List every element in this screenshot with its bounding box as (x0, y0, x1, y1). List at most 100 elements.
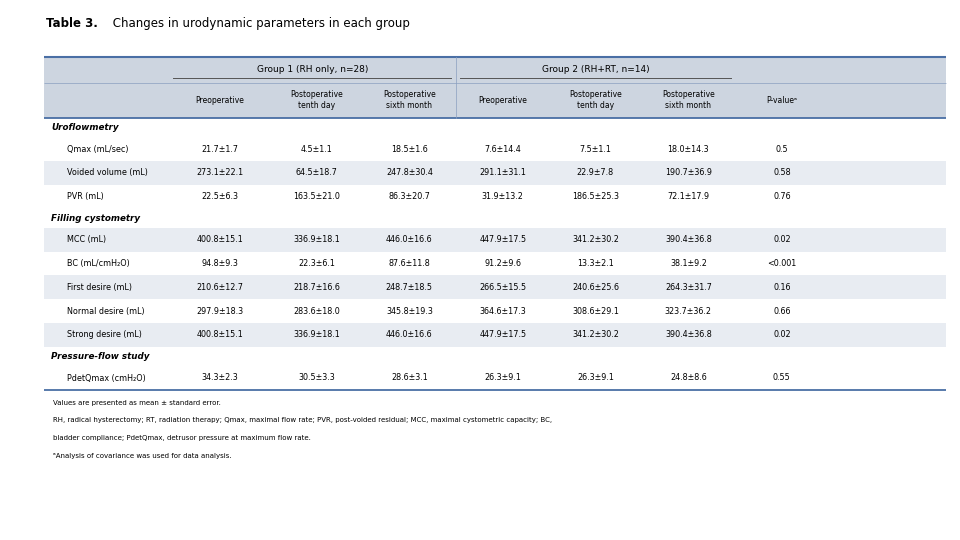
Bar (44, 252, 947, 275)
Text: 240.6±25.6: 240.6±25.6 (572, 283, 619, 292)
Text: 308.6±29.1: 308.6±29.1 (572, 307, 619, 315)
Text: <0.001: <0.001 (767, 259, 797, 268)
Text: Preoperative: Preoperative (478, 96, 527, 105)
Text: 13.3±2.1: 13.3±2.1 (577, 259, 613, 268)
Text: 30.5±3.3: 30.5±3.3 (299, 374, 335, 382)
Text: Strong desire (mL): Strong desire (mL) (67, 330, 142, 339)
Text: 0.02: 0.02 (773, 235, 791, 244)
Bar (44, 299, 947, 323)
Text: 0.66: 0.66 (773, 307, 791, 315)
Text: 4.5±1.1: 4.5±1.1 (300, 145, 333, 153)
Text: 364.6±17.3: 364.6±17.3 (479, 307, 526, 315)
Text: 264.3±31.7: 264.3±31.7 (665, 283, 711, 292)
Text: Table 3.: Table 3. (46, 17, 98, 30)
Text: 18.0±14.3: 18.0±14.3 (667, 145, 709, 153)
Bar (44, 366, 947, 390)
Text: 64.5±18.7: 64.5±18.7 (296, 168, 338, 177)
Text: Preoperative: Preoperative (195, 96, 244, 105)
Text: 447.9±17.5: 447.9±17.5 (479, 235, 526, 244)
Text: Pressure-flow study: Pressure-flow study (51, 352, 150, 361)
Bar (44, 185, 947, 208)
Text: 186.5±25.3: 186.5±25.3 (572, 192, 619, 201)
Text: 24.8±8.6: 24.8±8.6 (670, 374, 707, 382)
Text: 7.5±1.1: 7.5±1.1 (580, 145, 612, 153)
Text: 22.9±7.8: 22.9±7.8 (577, 168, 614, 177)
Text: 0.55: 0.55 (773, 374, 791, 382)
Text: 38.1±9.2: 38.1±9.2 (670, 259, 707, 268)
Text: Group 1 (RH only, n=28): Group 1 (RH only, n=28) (256, 65, 368, 74)
Text: 341.2±30.2: 341.2±30.2 (572, 330, 619, 339)
Text: 336.9±18.1: 336.9±18.1 (294, 330, 340, 339)
Text: 390.4±36.8: 390.4±36.8 (665, 235, 711, 244)
Text: 87.6±11.8: 87.6±11.8 (389, 259, 430, 268)
Text: Normal desire (mL): Normal desire (mL) (67, 307, 145, 315)
Text: 447.9±17.5: 447.9±17.5 (479, 330, 526, 339)
Text: Filling cystometry: Filling cystometry (51, 214, 140, 222)
Text: 400.8±15.1: 400.8±15.1 (196, 330, 243, 339)
Text: Qmax (mL/sec): Qmax (mL/sec) (67, 145, 129, 153)
Text: 0.58: 0.58 (773, 168, 791, 177)
Bar (44, 208, 947, 228)
Text: PVR (mL): PVR (mL) (67, 192, 104, 201)
Text: Postoperative
sixth month: Postoperative sixth month (383, 90, 436, 110)
Text: 345.8±19.3: 345.8±19.3 (386, 307, 433, 315)
Text: 297.9±18.3: 297.9±18.3 (196, 307, 243, 315)
Bar (44, 137, 947, 161)
Text: 446.0±16.6: 446.0±16.6 (386, 330, 433, 339)
Bar (44, 228, 947, 252)
Bar (44, 83, 947, 118)
Text: 7.6±14.4: 7.6±14.4 (485, 145, 521, 153)
Text: 400.8±15.1: 400.8±15.1 (196, 235, 243, 244)
Text: First desire (mL): First desire (mL) (67, 283, 132, 292)
Text: 31.9±13.2: 31.9±13.2 (482, 192, 524, 201)
Bar (44, 161, 947, 185)
Text: International Neurourology Journal 2012;16:91–95: International Neurourology Journal 2012;… (14, 179, 20, 361)
Text: 0.5: 0.5 (776, 145, 788, 153)
Text: 26.3±9.1: 26.3±9.1 (485, 374, 521, 382)
Text: MCC (mL): MCC (mL) (67, 235, 106, 244)
Text: 86.3±20.7: 86.3±20.7 (389, 192, 430, 201)
Bar (44, 347, 947, 366)
Text: BC (mL/cmH₂O): BC (mL/cmH₂O) (67, 259, 130, 268)
Text: 248.7±18.5: 248.7±18.5 (386, 283, 433, 292)
Text: 22.3±6.1: 22.3±6.1 (299, 259, 335, 268)
Text: 18.5±1.6: 18.5±1.6 (391, 145, 428, 153)
Text: 273.1±22.1: 273.1±22.1 (196, 168, 243, 177)
Text: Postoperative
sixth month: Postoperative sixth month (662, 90, 715, 110)
Text: 266.5±15.5: 266.5±15.5 (479, 283, 526, 292)
Text: 0.02: 0.02 (773, 330, 791, 339)
Text: 94.8±9.3: 94.8±9.3 (202, 259, 238, 268)
Text: 446.0±16.6: 446.0±16.6 (386, 235, 433, 244)
Text: bladder compliance; PdetQmax, detrusor pressure at maximum flow rate.: bladder compliance; PdetQmax, detrusor p… (53, 435, 311, 441)
Text: 21.7±1.7: 21.7±1.7 (202, 145, 238, 153)
Text: Values are presented as mean ± standard error.: Values are presented as mean ± standard … (53, 400, 221, 406)
Text: 28.6±3.1: 28.6±3.1 (391, 374, 428, 382)
Text: 336.9±18.1: 336.9±18.1 (294, 235, 340, 244)
Text: RH, radical hysterectomy; RT, radiation therapy; Qmax, maximal flow rate; PVR, p: RH, radical hysterectomy; RT, radiation … (53, 417, 552, 423)
Text: 247.8±30.4: 247.8±30.4 (386, 168, 433, 177)
Text: P-valueᵃ: P-valueᵃ (766, 96, 798, 105)
Text: 22.5±6.3: 22.5±6.3 (202, 192, 238, 201)
Text: 218.7±16.6: 218.7±16.6 (294, 283, 340, 292)
Text: 390.4±36.8: 390.4±36.8 (665, 330, 711, 339)
Text: 190.7±36.9: 190.7±36.9 (665, 168, 712, 177)
Text: 72.1±17.9: 72.1±17.9 (667, 192, 709, 201)
Text: Uroflowmetry: Uroflowmetry (51, 123, 119, 132)
Text: Postoperative
tenth day: Postoperative tenth day (291, 90, 343, 110)
Bar (44, 275, 947, 299)
Text: 341.2±30.2: 341.2±30.2 (572, 235, 619, 244)
Text: 323.7±36.2: 323.7±36.2 (665, 307, 712, 315)
Text: 283.6±18.0: 283.6±18.0 (294, 307, 340, 315)
Bar (44, 118, 947, 137)
Text: Changes in urodynamic parameters in each group: Changes in urodynamic parameters in each… (108, 17, 410, 30)
Bar (44, 57, 947, 83)
Text: Group 2 (RH+RT, n=14): Group 2 (RH+RT, n=14) (542, 65, 650, 74)
Text: 34.3±2.3: 34.3±2.3 (202, 374, 238, 382)
Text: Postoperative
tenth day: Postoperative tenth day (569, 90, 622, 110)
Text: ᵃAnalysis of covariance was used for data analysis.: ᵃAnalysis of covariance was used for dat… (53, 453, 231, 459)
Text: 26.3±9.1: 26.3±9.1 (577, 374, 613, 382)
Text: 0.76: 0.76 (773, 192, 791, 201)
Bar (44, 323, 947, 347)
Text: 91.2±9.6: 91.2±9.6 (485, 259, 521, 268)
Text: 0.16: 0.16 (773, 283, 791, 292)
